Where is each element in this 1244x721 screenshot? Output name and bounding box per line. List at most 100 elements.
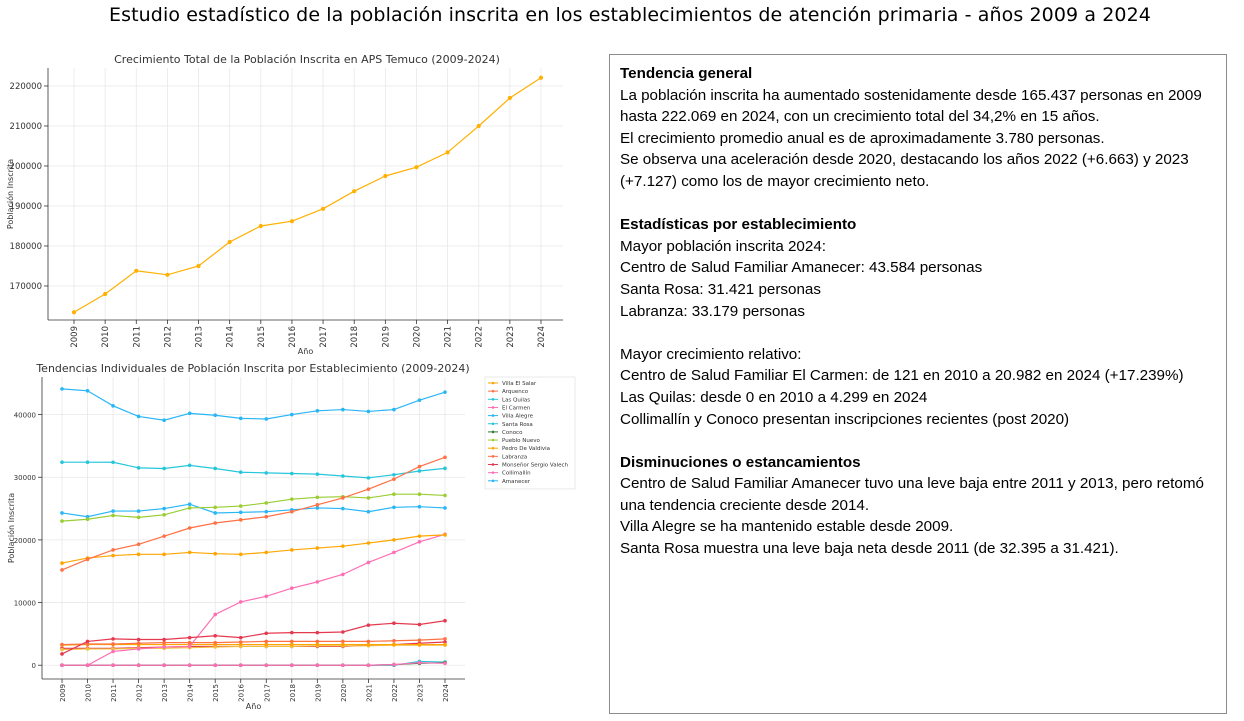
series-villa-alegre-point (341, 506, 345, 511)
legend-marker (491, 438, 495, 442)
x-tick-label: 2024 (442, 683, 450, 701)
x-tick-label: 2015 (257, 326, 267, 348)
series-santa-rosa (60, 460, 447, 480)
series-pueblo-nuevo-point (60, 519, 64, 523)
legend-marker (491, 389, 495, 393)
series-pedro-de-valdivia-point (315, 546, 320, 550)
series-santa-rosa-point (162, 466, 166, 471)
series-santa-rosa-point (341, 474, 345, 478)
analysis-textbox: Tendencia general La población inscrita h… (609, 54, 1227, 714)
series-el-carmen-point (213, 612, 217, 617)
page-title: Estudio estadístico de la población insc… (109, 4, 1151, 26)
series-arquenco-point (341, 639, 345, 644)
series-monsenor-sergio-valech-line (61, 620, 446, 655)
x-tick-label: 2021 (365, 684, 373, 702)
legend-label-pueblo-nuevo: Pueblo Nuevo (502, 438, 540, 444)
y-axis-label: Población Inscrita (5, 159, 15, 229)
series-pedro-de-valdivia-point (264, 550, 269, 555)
series-villa-alegre-point (85, 514, 90, 519)
series-collimallin-line (62, 662, 446, 666)
series-arquenco-point (290, 639, 294, 644)
x-tick-label: 2018 (289, 684, 297, 702)
legend-marker (491, 463, 495, 466)
series-villa-alegre-point (60, 511, 64, 515)
establishment-trends-chart: Tendencias Individuales de Población Ins… (6, 362, 576, 711)
x-tick-label: 2023 (416, 684, 424, 702)
series-collimallin-point (111, 663, 115, 668)
series-villa-el-salar-point (264, 642, 269, 647)
series-santa-rosa-point (85, 460, 90, 465)
y-tick-label: 190000 (10, 202, 42, 212)
series-labranza-point (213, 521, 217, 525)
legend-marker (491, 446, 495, 450)
series-monsenor-sergio-valech-point (187, 635, 192, 640)
legend-label-pedro-de-valdivia: Pedro De Valdivia (502, 446, 550, 452)
legend-label-el-carmen: El Carmen (502, 405, 531, 411)
series-el-carmen-point (366, 560, 371, 565)
y-tick-label: 30000 (14, 474, 36, 482)
series-total-point (538, 75, 544, 80)
y-tick-label: 210000 (10, 122, 42, 132)
legend-marker (491, 430, 495, 434)
series-monsenor-sergio-valech-point (417, 622, 422, 627)
series-amanecer-point (60, 387, 64, 391)
legend-label-villa-el-salar: Villa El Salar (502, 381, 537, 387)
series-villa-alegre-point (366, 509, 371, 514)
section-line: Mayor crecimiento relativo: (620, 345, 802, 363)
series-arquenco-point (213, 640, 217, 645)
legend-label-villa-alegre: Villa Alegre (502, 414, 534, 420)
series-amanecer-line (61, 388, 446, 421)
series-total-point (227, 239, 232, 245)
series-collimallin-point (443, 661, 447, 666)
series-total-point (476, 123, 481, 129)
series-labranza-point (341, 496, 345, 500)
section-line: Santa Rosa: 31.421 personas (620, 280, 821, 298)
series-villa-alegre-point (136, 509, 141, 513)
x-tick-label: 2011 (132, 326, 142, 348)
series-santa-rosa-point (60, 460, 64, 465)
x-tick-label: 2021 (444, 326, 454, 348)
section-heading: Disminuciones o estancamientos (620, 453, 861, 471)
section-line: Mayor población inscrita 2024: (620, 237, 826, 255)
series-total-point (414, 165, 419, 170)
text-section: Mayor crecimiento relativo: Centro de Sal… (620, 344, 1216, 430)
series-labranza-point (443, 455, 447, 460)
series-villa-alegre-point (213, 511, 217, 515)
series-monsenor-sergio-valech-point (60, 652, 64, 656)
series-arquenco-point (417, 638, 422, 642)
series-amanecer-point (341, 407, 345, 412)
extra-series-1-point (60, 647, 64, 652)
series-villa-alegre-point (443, 506, 447, 510)
series-amanecer-point (238, 416, 243, 421)
series-las-quilas (60, 659, 447, 668)
series-villa-el-salar-point (238, 642, 243, 647)
series-pueblo-nuevo-point (85, 517, 90, 522)
series-collimallin-point (290, 663, 294, 668)
series-monsenor-sergio-valech-point (85, 639, 90, 644)
series-pueblo-nuevo-point (162, 513, 166, 517)
series-monsenor-sergio-valech-point (136, 637, 141, 642)
x-tick-label: 2015 (212, 684, 220, 702)
series-pueblo-nuevo-point (136, 515, 141, 520)
series-arquenco-point (136, 641, 141, 646)
series-el-carmen-point (290, 586, 294, 590)
series-total-point (196, 263, 201, 269)
series-pedro-de-valdivia-point (392, 538, 396, 542)
chart-title: Crecimiento Total de la Población Inscri… (114, 53, 500, 66)
series-collimallin-point (60, 663, 64, 668)
series-total-point (320, 206, 326, 211)
series-santa-rosa-point (392, 472, 396, 477)
series-villa-el-salar-line (61, 643, 445, 646)
x-tick-label: 2022 (475, 326, 485, 348)
x-tick-label: 2018 (350, 326, 360, 348)
series-collimallin-point (187, 663, 192, 668)
x-axis-label: Año (298, 347, 314, 356)
series-labranza (60, 455, 447, 572)
series-santa-rosa-point (264, 471, 269, 475)
series-monsenor-sergio-valech-point (213, 633, 217, 638)
x-tick-label: 2024 (537, 326, 547, 348)
series-amanecer-point (111, 404, 115, 408)
series-total-point (507, 95, 512, 101)
series-villa-el-salar-point (443, 642, 447, 647)
series-collimallin-point (341, 663, 345, 668)
